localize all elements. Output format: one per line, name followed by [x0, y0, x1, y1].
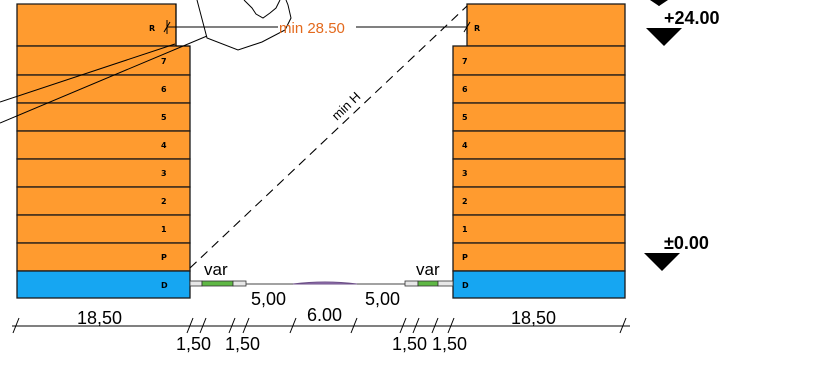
level-top-label: +24.00 — [664, 8, 720, 28]
right-roof-floor — [466, 3, 626, 47]
level-ground-label: ±0.00 — [664, 233, 709, 253]
left-label-6: 6 — [161, 85, 167, 94]
right-floor-2 — [452, 186, 626, 216]
min-distance-label: min 28.50 — [279, 20, 345, 37]
right-floor-6 — [452, 74, 626, 104]
dim-tick-5 — [289, 317, 297, 334]
level-top-triangle-icon — [646, 28, 682, 46]
right-building-width-label: 18,50 — [511, 308, 556, 328]
dim-tick-3 — [228, 317, 236, 334]
dim-tick-0 — [12, 317, 20, 334]
strip-right-label: 1,50 — [392, 334, 427, 354]
sky-profile-lines — [0, 0, 292, 124]
profile-line-a — [0, 35, 208, 124]
right-label-3: 3 — [462, 169, 468, 178]
dim-tick-7 — [399, 317, 407, 334]
median-label: 6.00 — [307, 305, 342, 325]
dim-tick-6 — [350, 317, 358, 334]
right-floor-7 — [452, 45, 626, 76]
left-label-5: 5 — [161, 113, 167, 122]
left-label-4: 4 — [161, 141, 167, 150]
lane-left-label: 5,00 — [251, 289, 286, 309]
skyline-outline — [196, 0, 292, 51]
left-label-d: D — [161, 281, 168, 290]
dim-tick-9 — [431, 317, 439, 334]
min-height-diagonal: min H — [189, 5, 468, 269]
right-floor-1 — [452, 214, 626, 244]
right-label-4: 4 — [462, 141, 468, 150]
dimension-chain: 18,50 1,50 1,50 5,00 6.00 5,00 1,50 1,50… — [12, 289, 630, 354]
left-building-width-label: 18,50 — [77, 308, 122, 328]
level-ground: ±0.00 — [644, 233, 709, 271]
lane-right-label: 5,00 — [365, 289, 400, 309]
left-green-strip — [201, 280, 234, 287]
dim-tick-11 — [619, 317, 627, 334]
sidewalk-left-label: 1,50 — [176, 334, 211, 354]
dim-tick-2 — [199, 317, 207, 334]
right-floor-5 — [452, 102, 626, 132]
dim-tick-4 — [242, 317, 250, 334]
right-floor-p — [452, 242, 626, 272]
left-floor-4 — [16, 130, 191, 160]
right-label-r: R — [474, 24, 480, 33]
dim-tick-1 — [186, 317, 194, 334]
var-left-label: var — [204, 260, 228, 279]
right-green-strip — [417, 280, 439, 287]
left-label-3: 3 — [161, 169, 167, 178]
left-floor-5 — [16, 102, 191, 132]
right-label-d: D — [462, 281, 469, 290]
left-label-1: 1 — [161, 225, 167, 234]
sidewalk-right-label: 1,50 — [432, 334, 467, 354]
min-distance-dimension: min 28.50 — [163, 20, 471, 37]
var-right-label: var — [416, 260, 440, 279]
left-sidewalk — [189, 280, 203, 287]
level-ground-triangle-icon — [644, 253, 680, 271]
right-building: R 7 6 5 4 3 2 1 P D — [452, 3, 626, 299]
right-floor-4 — [452, 130, 626, 160]
median-strip — [292, 281, 358, 285]
left-label-7: 7 — [161, 57, 167, 66]
left-floor-7 — [16, 45, 191, 76]
right-label-6: 6 — [462, 85, 468, 94]
street-profile: var var — [189, 260, 454, 287]
dim-tick-10 — [447, 317, 455, 334]
level-top: +24.00 — [646, 0, 720, 46]
left-building: R 7 6 5 4 3 2 1 P D — [16, 3, 191, 299]
left-label-r: R — [149, 24, 155, 33]
right-label-5: 5 — [462, 113, 468, 122]
left-curb — [232, 280, 247, 287]
dim-tick-8 — [412, 317, 420, 334]
min-height-label: min H — [329, 89, 364, 123]
right-label-1: 1 — [462, 225, 468, 234]
strip-left-label: 1,50 — [225, 334, 260, 354]
right-basement — [452, 270, 626, 299]
right-sidewalk — [437, 280, 454, 287]
left-floor-p — [16, 242, 191, 272]
left-label-p: P — [161, 253, 167, 262]
right-label-2: 2 — [462, 197, 468, 206]
profile-line-b — [0, 43, 176, 103]
left-floor-1 — [16, 214, 191, 244]
left-floor-2 — [16, 186, 191, 216]
min-height-dashed-line — [189, 5, 468, 269]
skyline-outline-inner — [243, 0, 281, 19]
right-label-7: 7 — [462, 57, 468, 66]
right-label-p: P — [462, 253, 468, 262]
left-label-2: 2 — [161, 197, 167, 206]
right-curb — [404, 280, 419, 287]
right-floor-3 — [452, 158, 626, 188]
